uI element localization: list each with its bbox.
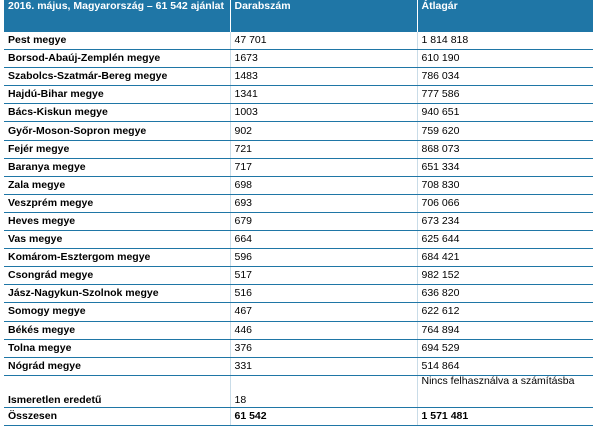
price-table: 2016. május, Magyarország – 61 542 ajánl… (4, 0, 594, 426)
row-region: Ismeretlen eredetű (4, 375, 231, 408)
row-count: 902 (230, 121, 418, 141)
row-count: 376 (230, 339, 418, 358)
row-count: 679 (230, 212, 418, 232)
row-price: 684 421 (417, 248, 593, 268)
row-count: 516 (230, 284, 418, 304)
row-region: Nógrád megye (4, 357, 231, 376)
row-count: 517 (230, 266, 418, 286)
row-count: 1003 (230, 103, 418, 123)
row-region: Békés megye (4, 321, 231, 340)
row-count: 698 (230, 176, 418, 195)
row-region: Zala megye (4, 176, 231, 195)
row-price: 673 234 (417, 212, 593, 232)
row-region: Bács-Kiskun megye (4, 103, 231, 123)
table-row: Szabolcs-Szatmár-Bereg megye 1483 786 034 (4, 67, 593, 87)
row-count: 47 701 (230, 30, 418, 51)
row-region: Heves megye (4, 212, 231, 232)
row-region: Somogy megye (4, 302, 231, 322)
row-price: 777 586 (417, 85, 593, 105)
row-price: 1 814 818 (417, 30, 593, 51)
row-region: Hajdú-Bihar megye (4, 85, 231, 105)
table-row: Tolna megye 376 694 529 (4, 339, 593, 358)
row-region: Baranya megye (4, 158, 231, 177)
row-count: 1341 (230, 85, 418, 105)
row-price: 1 571 481 (417, 407, 593, 426)
table-row: Békés megye 446 764 894 (4, 321, 593, 340)
row-price: 694 529 (417, 339, 593, 358)
row-price: 786 034 (417, 67, 593, 87)
row-price: 940 651 (417, 103, 593, 123)
row-price: 706 066 (417, 194, 593, 213)
row-price: 622 612 (417, 302, 593, 322)
table-row: Hajdú-Bihar megye 1341 777 586 (4, 85, 593, 105)
row-price: 514 864 (417, 357, 593, 376)
row-price: 651 334 (417, 158, 593, 177)
row-price: 708 830 (417, 176, 593, 195)
row-region: Összesen (4, 407, 231, 426)
table-row: Borsod-Abaúj-Zemplén megye 1673 610 190 (4, 49, 593, 69)
row-count: 61 542 (230, 407, 418, 426)
table-row: Baranya megye 717 651 334 (4, 158, 593, 177)
row-count: 717 (230, 158, 418, 177)
row-price: 610 190 (417, 49, 593, 69)
row-price: 636 820 (417, 284, 593, 304)
row-count: 331 (230, 357, 418, 376)
price-table-container: 2016. május, Magyarország – 61 542 ajánl… (4, 0, 594, 426)
table-row: Somogy megye 467 622 612 (4, 302, 593, 322)
table-row: Ismeretlen eredetű 18 Nincs felhasználva a… (4, 375, 593, 408)
table-row: Pest megye 47 701 1 814 818 (4, 30, 593, 51)
row-region: Veszprém megye (4, 194, 231, 213)
table-row: Vas megye 664 625 644 (4, 230, 593, 250)
row-region: Pest megye (4, 30, 231, 51)
row-count: 446 (230, 321, 418, 340)
row-count: 18 (230, 375, 418, 408)
header-region: 2016. május, Magyarország – 61 542 ajánl… (4, 0, 231, 32)
row-region: Csongrád megye (4, 266, 231, 286)
row-count: 596 (230, 248, 418, 268)
header-price: Átlagár (417, 0, 594, 32)
row-price: 759 620 (417, 121, 593, 141)
row-price: 625 644 (417, 230, 593, 250)
table-row: Zala megye 698 708 830 (4, 176, 593, 195)
table-row: Győr-Moson-Sopron megye 902 759 620 (4, 121, 593, 141)
row-count: 1483 (230, 67, 418, 87)
table-row: Bács-Kiskun megye 1003 940 651 (4, 103, 593, 123)
table-row: Heves megye 679 673 234 (4, 212, 593, 232)
row-price: 982 152 (417, 266, 593, 286)
row-count: 693 (230, 194, 418, 213)
table-row: Összesen 61 542 1 571 481 (4, 407, 593, 426)
row-count: 664 (230, 230, 418, 250)
row-count: 467 (230, 302, 418, 322)
row-region: Fejér megye (4, 140, 231, 159)
table-body: Pest megye 47 701 1 814 818 Borsod-Abaúj-Ze… (4, 30, 593, 426)
row-region: Borsod-Abaúj-Zemplén megye (4, 49, 231, 69)
row-region: Szabolcs-Szatmár-Bereg megye (4, 67, 231, 87)
table-row: Komárom-Esztergom megye 596 684 421 (4, 248, 593, 268)
row-region: Jász-Nagykun-Szolnok megye (4, 284, 231, 304)
table-row: Veszprém megye 693 706 066 (4, 194, 593, 213)
row-count: 1673 (230, 49, 418, 69)
row-region: Tolna megye (4, 339, 231, 358)
table-row: Nógrád megye 331 514 864 (4, 357, 593, 376)
table-row: Fejér megye 721 868 073 (4, 140, 593, 159)
row-price: 764 894 (417, 321, 593, 340)
header-count: Darabszám (230, 0, 418, 32)
row-region: Győr-Moson-Sopron megye (4, 121, 231, 141)
row-price: 868 073 (417, 140, 593, 159)
row-price: Nincs felhasználva a számításba (417, 375, 593, 408)
table-header: 2016. május, Magyarország – 61 542 ajánl… (4, 0, 594, 32)
table-row: Jász-Nagykun-Szolnok megye 516 636 820 (4, 284, 593, 304)
row-count: 721 (230, 140, 418, 159)
row-region: Komárom-Esztergom megye (4, 248, 231, 268)
row-region: Vas megye (4, 230, 231, 250)
table-row: Csongrád megye 517 982 152 (4, 266, 593, 286)
